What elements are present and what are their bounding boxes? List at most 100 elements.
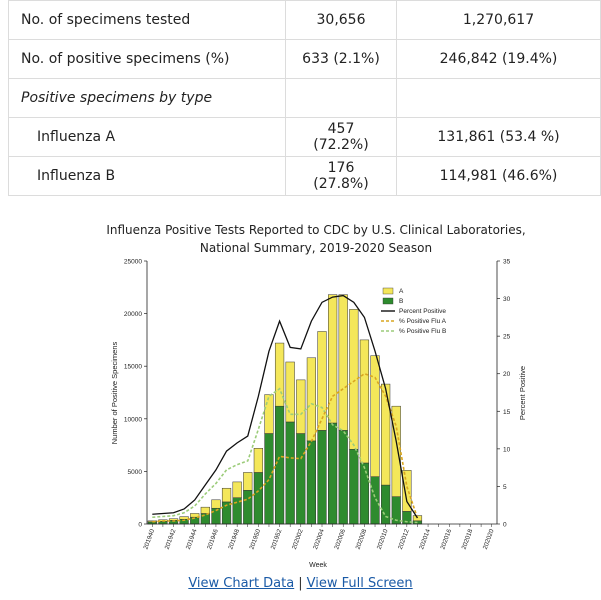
row-label: Influenza A <box>8 117 286 157</box>
x-tick-label: 201940 <box>142 528 156 551</box>
bar-a <box>264 394 274 434</box>
table-row: Positive specimens by type <box>8 78 601 118</box>
x-tick-label: 201942 <box>164 528 178 551</box>
row-value-season: 131,861 (53.4 %) <box>396 117 601 157</box>
bar-b <box>370 476 380 525</box>
bar-a <box>349 309 359 450</box>
table-row: Influenza B 176 (27.8%) 114,981 (46.6%) <box>8 156 601 196</box>
x-tick-label: 201944 <box>185 528 199 551</box>
bar-b <box>381 484 391 525</box>
x-tick-label: 201946 <box>206 528 220 551</box>
x-tick-label: 201952 <box>270 528 284 551</box>
bar-a <box>211 499 221 509</box>
x-tick-label: 202002 <box>291 528 305 551</box>
bar-a <box>391 405 401 497</box>
row-label: No. of specimens tested <box>8 0 286 40</box>
bar-a <box>317 331 327 431</box>
bar-b <box>264 433 274 525</box>
bar-a <box>328 294 338 424</box>
x-tick-label: 201950 <box>248 528 262 551</box>
bar-b <box>328 422 338 525</box>
y2-tick-label: 0 <box>503 522 507 529</box>
bar-a <box>370 355 380 477</box>
bar-b <box>359 462 370 525</box>
bar-a <box>253 448 263 473</box>
bar-a <box>200 506 210 514</box>
legend-swatch <box>382 287 394 295</box>
pct-flu-b-line <box>152 387 418 524</box>
x-tick-label: 202014 <box>418 528 432 551</box>
y2-tick-label: 15 <box>503 409 511 416</box>
bar-a <box>232 481 242 498</box>
y-tick-label: 15000 <box>124 364 142 371</box>
row-value-season: 1,270,617 <box>396 0 601 40</box>
row-value-season: 246,842 (19.4%) <box>396 39 601 79</box>
bar-b <box>296 433 306 525</box>
x-tick-label: 202004 <box>312 528 326 551</box>
bar-a <box>338 294 348 431</box>
legend-label: Percent Positive <box>399 308 446 315</box>
y-tick-label: 10000 <box>124 416 142 423</box>
chart-title: Influenza Positive Tests Reported to CDC… <box>106 223 525 237</box>
chart-container: Influenza Positive Tests Reported to CDC… <box>85 213 547 575</box>
link-separator: | <box>298 576 303 591</box>
view-full-screen-link[interactable]: View Full Screen <box>306 576 413 591</box>
bar-a <box>168 518 179 521</box>
row-value-week: 633 (2.1%) <box>285 39 397 79</box>
table-row: No. of positive specimens (%) 633 (2.1%)… <box>8 39 601 79</box>
x-tick-label: 201948 <box>227 528 241 551</box>
stats-table: No. of specimens tested 30,656 1,270,617… <box>8 0 601 196</box>
legend-label: B <box>399 298 403 305</box>
legend-swatch <box>382 297 394 305</box>
bar-b <box>253 472 263 525</box>
y2-tick-label: 10 <box>503 446 511 453</box>
view-chart-data-link[interactable]: View Chart Data <box>188 576 295 591</box>
bar-a <box>381 383 391 486</box>
row-value-week: 176 (27.8%) <box>285 156 397 196</box>
row-value-week: 30,656 <box>285 0 397 40</box>
bar-a <box>221 487 232 503</box>
bar-a <box>296 379 306 434</box>
x-tick-label: 202010 <box>376 528 390 551</box>
table-row: Influenza A 457 (72.2%) 131,861 (53.4 %) <box>8 117 601 157</box>
y2-tick-label: 25 <box>503 334 511 341</box>
y-tick-label: 25000 <box>124 259 142 266</box>
row-label: Influenza B <box>8 156 286 196</box>
x-tick-label: 202016 <box>439 528 453 551</box>
bar-b <box>349 449 359 525</box>
bar-a <box>243 472 253 491</box>
chart-subtitle: National Summary, 2019-2020 Season <box>200 241 432 255</box>
row-value-season: 114,981 (46.6%) <box>396 156 601 196</box>
y-tick-label: 20000 <box>124 311 142 318</box>
x-tick-label: 202006 <box>333 528 347 551</box>
y2-tick-label: 20 <box>503 371 511 378</box>
y2-tick-label: 5 <box>503 484 507 491</box>
chart-links: View Chart Data | View Full Screen <box>0 576 601 591</box>
x-tick-label: 202008 <box>355 528 369 551</box>
percent-positive-line <box>152 294 418 519</box>
bar-b <box>412 520 423 525</box>
x-tick-label: 202012 <box>397 528 411 551</box>
legend-label: % Positive Flu B <box>399 328 446 335</box>
bar-b <box>338 430 348 525</box>
y-axis-label: Number of Positive Specimens <box>110 341 119 444</box>
x-axis-label: Week <box>309 562 327 569</box>
row-label: Positive specimens by type <box>8 78 286 118</box>
bar-a <box>402 470 412 512</box>
row-value-week: 457 (72.2%) <box>285 117 397 157</box>
row-label: No. of positive specimens (%) <box>8 39 286 79</box>
bar-b <box>274 405 285 525</box>
legend-label: A <box>399 288 404 295</box>
bar-a <box>285 361 295 423</box>
legend-label: % Positive Flu A <box>399 318 447 325</box>
bar-a <box>359 339 370 464</box>
bar-a <box>179 516 189 520</box>
row-value-season <box>396 78 601 118</box>
bar-a <box>306 357 317 442</box>
bar-b <box>285 421 295 525</box>
flu-chart: Influenza Positive Tests Reported to CDC… <box>106 223 527 569</box>
y2-axis-label: Percent Positive <box>518 366 527 420</box>
bar-a <box>274 342 285 407</box>
row-value-week <box>285 78 397 118</box>
x-tick-label: 202020 <box>482 528 496 551</box>
